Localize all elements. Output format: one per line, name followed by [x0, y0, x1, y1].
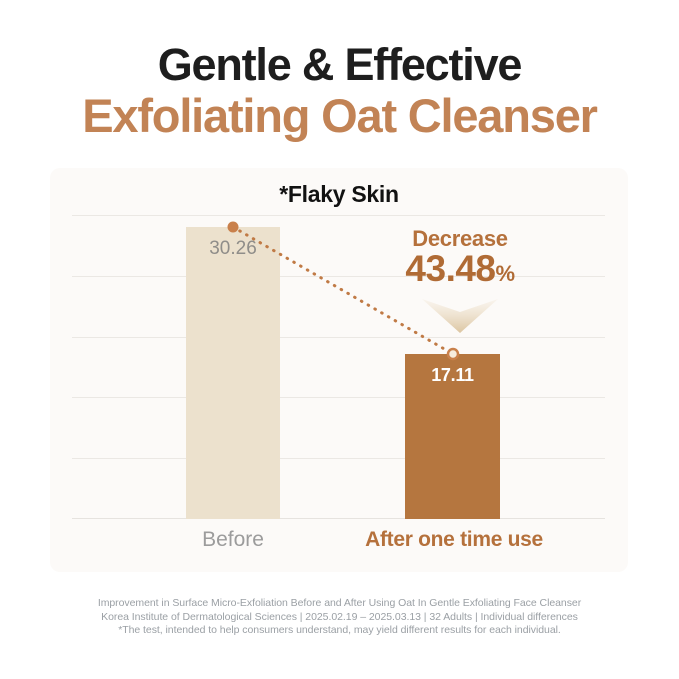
chart-title: *Flaky Skin [279, 181, 399, 207]
baseline [72, 518, 605, 519]
bar-after: 17.11 [405, 354, 500, 519]
footer-line-2: Korea Institute of Dermatological Scienc… [101, 610, 578, 623]
page-title: Gentle & Effective [157, 39, 523, 90]
gridline [72, 397, 605, 399]
percent-sign: % [495, 261, 516, 286]
decrease-value: 43.48% [370, 250, 550, 293]
decrease-annotation: Decrease 43.48% [370, 228, 550, 333]
gridline [72, 336, 605, 338]
header: Gentle & Effective Exfoliating Oat Clean… [0, 39, 679, 143]
product-title: Exfoliating Oat Cleanser [82, 89, 598, 143]
bar-value-after: 17.11 [431, 365, 474, 385]
chart-card: *Flaky Skin 30.26 17.11 Decrease 43.48% [50, 168, 628, 572]
decrease-label: Decrease [412, 226, 508, 251]
category-label-after: After one time use [365, 528, 543, 551]
bar-value-before: 30.26 [209, 238, 257, 259]
bar-before: 30.26 [186, 227, 280, 519]
category-label-before: Before [202, 528, 264, 551]
footer-line-3: *The test, intended to help consumers un… [118, 624, 561, 636]
gridline [72, 458, 605, 460]
decrease-number: 43.48 [405, 248, 496, 289]
footer-line-1: Improvement in Surface Micro-Exfoliation… [97, 597, 582, 609]
footer-disclaimer: Improvement in Surface Micro-Exfoliation… [0, 597, 679, 638]
down-arrow-icon [370, 299, 550, 333]
gridline [72, 215, 605, 216]
